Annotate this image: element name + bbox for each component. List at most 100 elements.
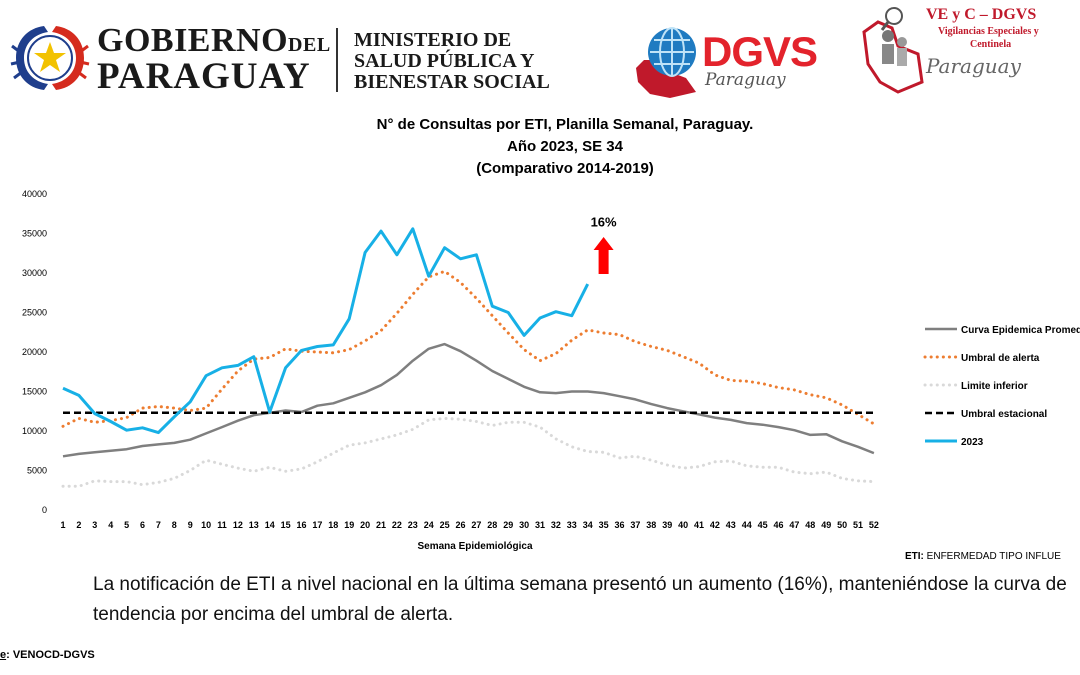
gov-line1: GOBIERNO: [97, 22, 289, 59]
x-tick-label: 36: [614, 520, 624, 530]
vec-subtitle-1: Vigilancias Especiales y: [938, 26, 1039, 37]
dgvs-logo: DGVS Paraguay: [630, 22, 840, 102]
ministry-line-2: SALUD PÚBLICA Y: [354, 50, 535, 72]
x-tick-label: 45: [758, 520, 768, 530]
y-tick-label: 35000: [22, 229, 47, 239]
people-map-icon: [862, 7, 924, 94]
x-tick-label: 9: [188, 520, 193, 530]
globe-icon: [636, 27, 696, 98]
x-tick-label: 34: [583, 520, 593, 530]
eti-label: ETI:: [905, 551, 924, 562]
x-tick-label: 5: [124, 520, 129, 530]
x-tick-label: 42: [710, 520, 720, 530]
y-tick-label: 10000: [22, 426, 47, 436]
y-axis: 0 5000 10000 15000 20000 25000 30000 35000 40000: [22, 189, 47, 515]
x-tick-label: 39: [662, 520, 672, 530]
x-tick-label: 37: [630, 520, 640, 530]
legend-label: Umbral de alerta: [961, 353, 1040, 364]
series-line-curva-epidemica-promedio: [62, 342, 875, 458]
summary-text: La notificación de ETI a nivel nacional …: [93, 574, 1067, 625]
chart-title-line-2: Año 2023, SE 34: [507, 138, 623, 155]
x-tick-label: 20: [360, 520, 370, 530]
x-tick-label: 38: [646, 520, 656, 530]
x-tick-label: 15: [281, 520, 291, 530]
dgvs-subtitle: Paraguay: [705, 70, 786, 90]
vec-dgvs-logo: VE y C – DGVS Vigilancias Especiales y C…: [858, 2, 1078, 102]
x-tick-label: 13: [249, 520, 259, 530]
dgvs-title: DGVS: [702, 28, 818, 75]
gov-line2: PARAGUAY: [97, 56, 311, 97]
x-tick-label: 4: [108, 520, 113, 530]
eti-definition: ETI: ENFERMEDAD TIPO INFLUE: [905, 551, 1061, 562]
y-tick-label: 20000: [22, 347, 47, 357]
x-tick-label: 24: [424, 520, 434, 530]
y-tick-label: 25000: [22, 308, 47, 318]
header-divider: [336, 28, 338, 92]
gov-del: DEL: [288, 34, 331, 56]
x-tick-label: 3: [92, 520, 97, 530]
legend-label: 2023: [961, 437, 984, 448]
x-tick-label: 49: [821, 520, 831, 530]
x-tick-label: 29: [503, 520, 513, 530]
x-tick-label: 27: [471, 520, 481, 530]
x-tick-label: 1: [60, 520, 65, 530]
y-tick-label: 15000: [22, 387, 47, 397]
chart-annotation: 16%: [591, 215, 617, 274]
x-tick-label: 17: [312, 520, 322, 530]
x-tick-label: 14: [265, 520, 275, 530]
y-tick-label: 0: [42, 505, 47, 515]
x-tick-label: 21: [376, 520, 386, 530]
annotation-label: 16%: [591, 215, 617, 230]
x-axis: 1 2 3 4 5 6 7 8 9 10 11 12 13 14 15 16 17 18 19 20 21 22 23 24 2…: [60, 520, 878, 552]
x-tick-label: 7: [156, 520, 161, 530]
x-tick-label: 43: [726, 520, 736, 530]
ministry-line-1: MINISTERIO DE: [354, 29, 512, 51]
x-tick-label: 11: [217, 520, 227, 530]
legend-label: Curva Epidemica Promedio: [961, 325, 1080, 336]
source-note: e: VENOCD-DGVS: [0, 649, 95, 661]
x-tick-label: 31: [535, 520, 545, 530]
x-tick-label: 51: [853, 520, 863, 530]
y-tick-label: 5000: [27, 466, 47, 476]
series-line-2023: [62, 227, 590, 435]
chart-title: N° de Consultas por ETI, Planilla Semana…: [300, 114, 830, 180]
x-tick-label: 22: [392, 520, 402, 530]
x-tick-label: 47: [789, 520, 799, 530]
x-tick-label: 19: [344, 520, 354, 530]
series-line-limite-inferior: [61, 416, 876, 488]
chart-title-line-1: N° de Consultas por ETI, Planilla Semana…: [376, 116, 754, 133]
vec-subtitle-2: Centinela: [970, 39, 1012, 50]
x-tick-label: 44: [742, 520, 752, 530]
paraguay-emblem-icon: [10, 26, 90, 90]
x-axis-label: Semana Epidemiológica: [417, 541, 532, 552]
x-tick-label: 41: [694, 520, 704, 530]
legend-label: Limite inferior: [961, 381, 1028, 392]
series-line-umbral-de-alerta: [61, 269, 876, 428]
x-tick-label: 18: [328, 520, 338, 530]
x-tick-label: 30: [519, 520, 529, 530]
legend-label: Umbral estacional: [961, 409, 1047, 420]
x-tick-label: 50: [837, 520, 847, 530]
y-tick-label: 40000: [22, 189, 47, 199]
x-tick-label: 52: [869, 520, 879, 530]
eti-text: ENFERMEDAD TIPO INFLUE: [926, 551, 1061, 562]
x-tick-label: 16: [296, 520, 306, 530]
government-logo-text: GOBIERNODEL PARAGUAY: [97, 22, 331, 97]
x-tick-label: 10: [201, 520, 211, 530]
x-tick-label: 26: [455, 520, 465, 530]
chart-title-line-3: (Comparativo 2014-2019): [476, 160, 654, 177]
up-arrow-icon: [593, 237, 614, 274]
source-text: : VENOCD-DGVS: [6, 649, 95, 661]
x-tick-label: 33: [567, 520, 577, 530]
ministry-name: MINISTERIO DE SALUD PÚBLICA Y BIENESTAR …: [354, 30, 550, 93]
header: GOBIERNODEL PARAGUAY MINISTERIO DE SALUD…: [0, 0, 1080, 108]
x-tick-label: 46: [773, 520, 783, 530]
eti-line-chart: 0 5000 10000 15000 20000 25000 30000 35000 40000…: [22, 189, 1080, 552]
chart-legend: Curva Epidemica Promedio Umbral de alerta…: [923, 325, 1080, 448]
vec-title: VE y C – DGVS: [926, 6, 1037, 23]
chart-series: [61, 227, 876, 488]
x-tick-label: 35: [599, 520, 609, 530]
x-tick-label: 23: [408, 520, 418, 530]
y-tick-label: 30000: [22, 268, 47, 278]
vec-paraguay: Paraguay: [926, 54, 1021, 78]
